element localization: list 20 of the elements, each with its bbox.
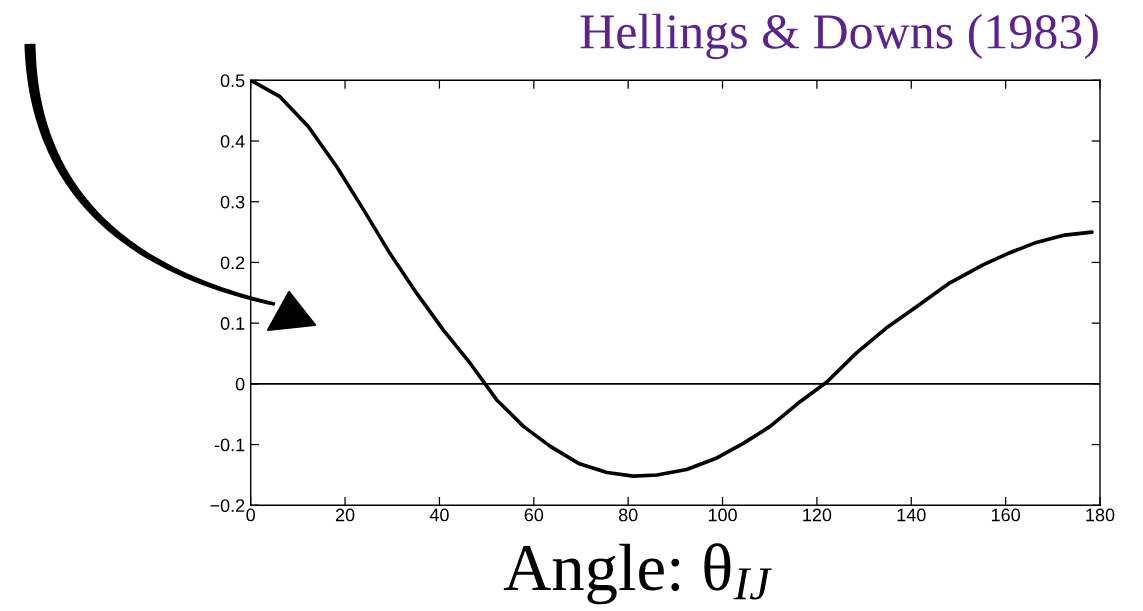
- x-tick-label: 160: [991, 508, 1020, 522]
- x-tick-label: 20: [335, 508, 355, 522]
- y-tick-label: 0.1: [220, 317, 245, 330]
- y-tick-label: 0.3: [220, 195, 245, 209]
- x-tick-label: 60: [524, 508, 544, 522]
- x-tick-label: 40: [429, 508, 449, 522]
- y-tick-label: 0.2: [220, 256, 245, 270]
- y-tick-label: 0.5: [220, 74, 245, 88]
- x-tick-label: 100: [708, 508, 737, 522]
- x-tick-label: 140: [897, 508, 926, 522]
- x-tick-label: 180: [1086, 508, 1115, 522]
- y-tick-label: -0.1: [214, 438, 245, 452]
- x-tick-label: 80: [618, 508, 638, 522]
- y-tick-label: 0.4: [220, 134, 245, 148]
- x-axis-title: Angle: θ$_{IJ}$: [503, 543, 772, 605]
- chart-title: Hellings & Downs (1983): [580, 13, 1098, 60]
- x-tick-label: 0: [246, 508, 256, 522]
- y-tick-label: 0: [235, 377, 245, 391]
- y-tick-label: −0.2: [210, 499, 245, 513]
- x-tick-label: 120: [803, 508, 832, 522]
